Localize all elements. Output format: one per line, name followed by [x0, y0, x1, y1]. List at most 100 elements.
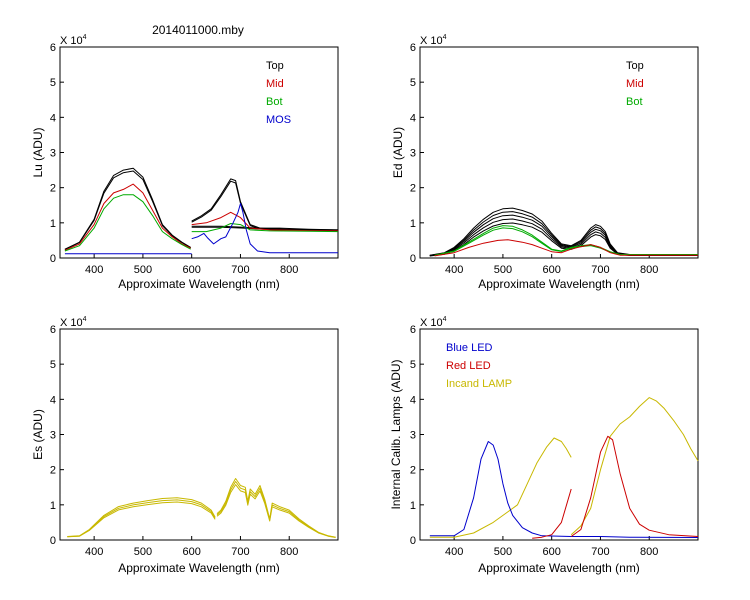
- series-line-top: [64, 170, 191, 250]
- y-tick-label: 4: [50, 394, 56, 406]
- series-line-top: [429, 207, 698, 256]
- x-tick-label: 400: [85, 264, 103, 276]
- y-tick-label: 5: [50, 77, 56, 89]
- y-tick-label: 0: [50, 253, 56, 265]
- panel-lu: X 104 Lu (ADU) Approximate Wavelength (n…: [31, 34, 339, 291]
- series-line-es: [67, 501, 216, 538]
- x-tick-label: 500: [494, 546, 512, 558]
- y-tick-label: 4: [50, 112, 56, 124]
- x-tick-label: 600: [183, 546, 201, 558]
- x-tick-label: 700: [231, 264, 249, 276]
- series-line-top: [429, 214, 698, 257]
- series-line-bot: [434, 227, 698, 256]
- y-tick-label: 3: [410, 148, 416, 160]
- x-tick-label: 800: [640, 264, 658, 276]
- y-tick-label: 2: [410, 465, 416, 477]
- series-line-es: [216, 484, 336, 538]
- multiplier-label: X 104: [420, 34, 447, 47]
- y-axis-label: Internal Calib. Lamps (ADU): [389, 359, 403, 509]
- x-tick-label: 500: [134, 546, 152, 558]
- series-line-top: [191, 225, 339, 231]
- legend-entry: Mid: [266, 78, 284, 90]
- series-line-top: [429, 218, 698, 257]
- x-tick-label: 500: [134, 264, 152, 276]
- legend-entry: Incand LAMP: [446, 378, 512, 390]
- legend-entry: Blue LED: [446, 342, 493, 354]
- y-tick-label: 1: [50, 500, 56, 512]
- y-tick-label: 5: [410, 359, 416, 371]
- series-line-top: [429, 222, 698, 257]
- multiplier-label: X 104: [60, 34, 87, 47]
- series-line-mid: [191, 211, 339, 232]
- plot-frame: [59, 328, 339, 541]
- y-tick-label: 0: [410, 253, 416, 265]
- y-tick-label: 4: [410, 112, 416, 124]
- plot-frame: [419, 46, 699, 259]
- figure-title: 2014011000.mby: [152, 23, 244, 37]
- series-line-mid: [64, 183, 191, 251]
- y-tick-label: 6: [50, 42, 56, 54]
- y-tick-label: 2: [410, 183, 416, 195]
- series-line-top: [191, 180, 339, 232]
- x-axis-label: Approximate Wavelength (nm): [478, 277, 640, 291]
- panel-ed: X 104 Ed (ADU) Approximate Wavelength (n…: [391, 34, 699, 291]
- x-tick-label: 700: [591, 546, 609, 558]
- x-tick-label: 400: [85, 546, 103, 558]
- x-tick-label: 600: [543, 546, 561, 558]
- panel-lamps: X 104 Internal Calib. Lamps (ADU) Approx…: [389, 316, 699, 575]
- series-line-mid: [434, 239, 698, 257]
- y-tick-label: 1: [410, 500, 416, 512]
- x-tick-label: 800: [640, 546, 658, 558]
- x-tick-label: 400: [445, 264, 463, 276]
- x-tick-label: 700: [591, 264, 609, 276]
- series-line-incand-lamp: [429, 437, 572, 538]
- x-tick-label: 700: [231, 546, 249, 558]
- y-tick-label: 6: [410, 42, 416, 54]
- y-axis-label: Es (ADU): [31, 409, 45, 460]
- x-axis-label: Approximate Wavelength (nm): [118, 277, 280, 291]
- series-line-blue-led: [429, 441, 699, 538]
- legend-entry: Bot: [626, 96, 643, 108]
- series-line-top: [429, 211, 698, 256]
- x-tick-label: 400: [445, 546, 463, 558]
- y-tick-label: 4: [410, 394, 416, 406]
- x-tick-label: 500: [494, 264, 512, 276]
- panel-es: X 104 Es (ADU) Approximate Wavelength (n…: [31, 316, 339, 575]
- y-tick-label: 3: [50, 148, 56, 160]
- series-line-mos: [191, 203, 338, 254]
- series-line-bot: [64, 194, 191, 252]
- series-line-incand-lamp: [570, 397, 699, 536]
- series-line-red-led: [570, 435, 699, 537]
- y-tick-label: 3: [50, 430, 56, 442]
- series-line-red-led: [532, 488, 572, 539]
- multiplier-label: X 104: [420, 316, 447, 329]
- y-tick-label: 5: [50, 359, 56, 371]
- y-tick-label: 1: [410, 218, 416, 230]
- x-tick-label: 600: [543, 264, 561, 276]
- x-tick-label: 800: [280, 546, 298, 558]
- x-tick-label: 600: [183, 264, 201, 276]
- series-line-bot: [191, 223, 339, 233]
- legend-entry: Top: [266, 60, 284, 72]
- legend-entry: Top: [626, 60, 644, 72]
- legend-entry: Mid: [626, 78, 644, 90]
- y-tick-label: 2: [50, 465, 56, 477]
- y-tick-label: 6: [50, 324, 56, 336]
- series-line-top: [191, 178, 339, 231]
- multiplier-label: X 104: [60, 316, 87, 329]
- y-tick-label: 0: [410, 535, 416, 547]
- y-tick-label: 1: [50, 218, 56, 230]
- x-tick-label: 800: [280, 264, 298, 276]
- x-axis-label: Approximate Wavelength (nm): [118, 561, 280, 575]
- y-tick-label: 6: [410, 324, 416, 336]
- x-axis-label: Approximate Wavelength (nm): [478, 561, 640, 575]
- y-tick-label: 5: [410, 77, 416, 89]
- legend-entry: Red LED: [446, 360, 491, 372]
- legend-entry: Bot: [266, 96, 283, 108]
- y-tick-label: 0: [50, 535, 56, 547]
- legend-entry: MOS: [266, 114, 291, 126]
- y-tick-label: 3: [410, 430, 416, 442]
- series-line-es: [216, 478, 336, 538]
- y-tick-label: 2: [50, 183, 56, 195]
